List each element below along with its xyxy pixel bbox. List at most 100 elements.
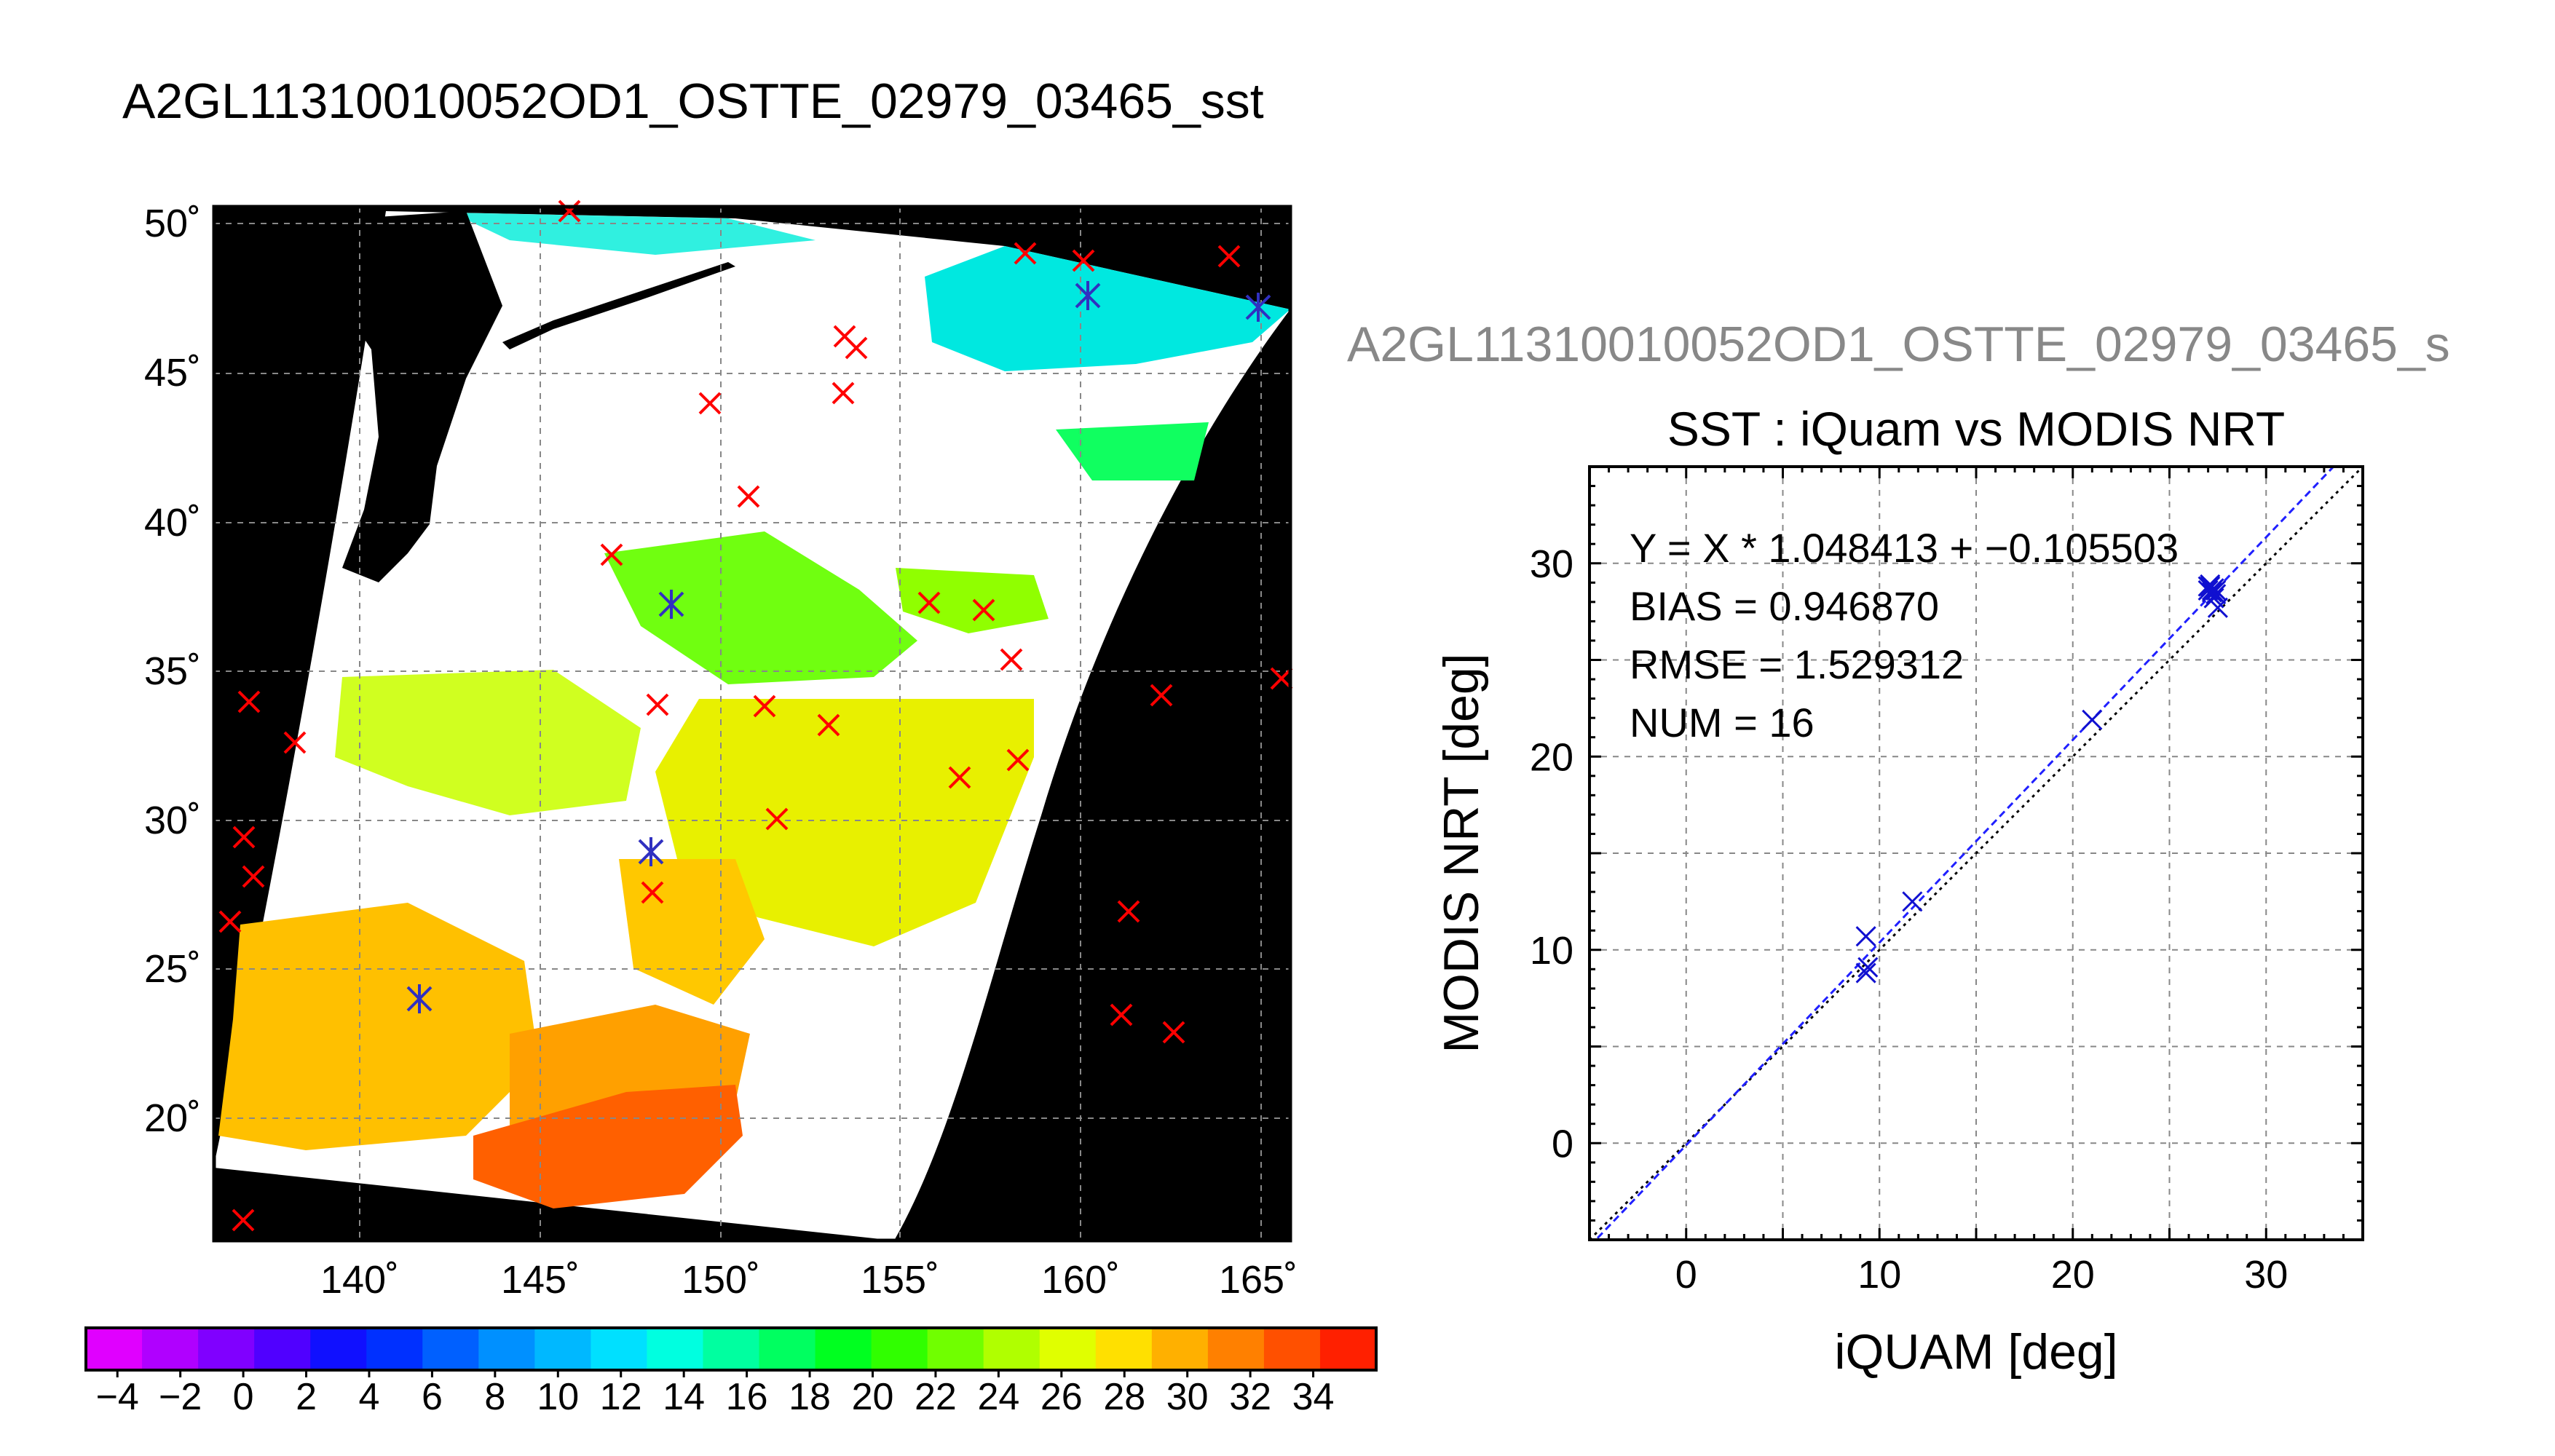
colorbar-label: 20 bbox=[852, 1376, 894, 1418]
matchup-marker bbox=[232, 1208, 255, 1232]
map-grid bbox=[214, 207, 1290, 1241]
colorbar-swatch bbox=[366, 1328, 423, 1370]
colorbar-frame bbox=[84, 1326, 1378, 1372]
lon-label: 140˚ bbox=[320, 1258, 399, 1302]
lat-label: 30˚ bbox=[144, 799, 201, 842]
colorbar-label: 14 bbox=[663, 1376, 705, 1418]
colorbar-label: 4 bbox=[359, 1376, 380, 1418]
matchup-marker bbox=[283, 731, 307, 754]
colorbar-label: 24 bbox=[977, 1376, 1019, 1418]
lat-label: 35˚ bbox=[144, 649, 201, 693]
scatter-point bbox=[2201, 582, 2222, 603]
map-lon-labels: 140˚ 145˚ 150˚ 155˚ 160˚ 165˚ bbox=[320, 1258, 1298, 1302]
sst-region-yellowgreen-west bbox=[335, 670, 641, 815]
colorbar-swatch bbox=[1207, 1328, 1265, 1370]
annotation-num: NUM = 16 bbox=[1630, 700, 1814, 745]
sst-region-green-north bbox=[1056, 422, 1209, 480]
colorbar-swatch bbox=[871, 1328, 928, 1370]
sst-region-green-mid bbox=[604, 531, 917, 684]
matchup-marker bbox=[242, 865, 265, 888]
colorbar-swatch bbox=[815, 1328, 872, 1370]
x-tick-label: 20 bbox=[2051, 1253, 2095, 1297]
sst-region-yellow-east bbox=[655, 699, 1034, 946]
land-kuril bbox=[502, 262, 735, 349]
colorbar-label: 28 bbox=[1103, 1376, 1145, 1418]
matchup-marker bbox=[1117, 900, 1140, 923]
matchup-star-marker bbox=[1245, 293, 1271, 322]
y-axis-label: MODIS NRT [deg] bbox=[1434, 653, 1489, 1053]
matchup-marker bbox=[1162, 1021, 1185, 1044]
y-tick-label: 0 bbox=[1552, 1122, 1573, 1166]
main-title: A2GL11310010052OD1_OSTTE_02979_03465_sst bbox=[122, 74, 1264, 129]
matchup-star-marker bbox=[638, 837, 664, 866]
matchup-marker bbox=[558, 199, 581, 223]
matchup-marker bbox=[1270, 667, 1293, 690]
colorbar-swatches bbox=[86, 1328, 1377, 1370]
x-axis-label: iQUAM [deg] bbox=[1834, 1324, 2117, 1380]
scatter-point bbox=[1902, 891, 1923, 912]
matchup-marker bbox=[1006, 748, 1030, 772]
land-japan bbox=[342, 211, 502, 582]
matchup-marker bbox=[698, 392, 722, 415]
matchup-marker bbox=[646, 693, 669, 716]
colorbar-label: 30 bbox=[1166, 1376, 1209, 1418]
regression-fit-line bbox=[1594, 467, 2335, 1240]
colorbar-swatch bbox=[534, 1328, 591, 1370]
colorbar-swatch bbox=[422, 1328, 479, 1370]
x-tick-label: 30 bbox=[2244, 1253, 2288, 1297]
map-frame bbox=[212, 205, 1292, 1243]
colorbar-label: 0 bbox=[233, 1376, 254, 1418]
annotation-fit-equation: Y = X * 1.048413 + −0.105503 bbox=[1630, 525, 2179, 571]
matchup-marker bbox=[737, 485, 760, 508]
matchup-star-marker bbox=[406, 984, 433, 1013]
colorbar-swatch bbox=[1263, 1328, 1321, 1370]
secondary-title: A2GL11310010052OD1_OSTTE_02979_03465_s bbox=[1347, 317, 2450, 372]
colorbar-label: −2 bbox=[159, 1376, 202, 1418]
matchup-marker bbox=[600, 543, 623, 566]
x-tick-label: 0 bbox=[1675, 1253, 1697, 1297]
y-tick-label: 10 bbox=[1530, 929, 1573, 973]
matchup-marker bbox=[237, 690, 261, 713]
scatter-point bbox=[2082, 709, 2103, 730]
scatter-grid bbox=[1590, 467, 2363, 1240]
colorbar-swatch bbox=[1319, 1328, 1377, 1370]
scatter-points bbox=[1855, 574, 2228, 984]
lat-label: 20˚ bbox=[144, 1096, 201, 1140]
lon-label: 155˚ bbox=[861, 1258, 939, 1302]
matchup-marker bbox=[218, 910, 242, 933]
matchup-marker bbox=[765, 807, 789, 831]
matchup-marker bbox=[1014, 242, 1037, 265]
matchup-star-marker bbox=[658, 590, 684, 619]
sst-region-green-east bbox=[896, 568, 1049, 633]
colorbar-label: 6 bbox=[422, 1376, 443, 1418]
scatter-point bbox=[1855, 962, 1876, 984]
matchup-marker bbox=[972, 598, 995, 622]
matchup-marker bbox=[641, 881, 664, 904]
matchup-star-marker bbox=[1075, 281, 1101, 310]
colorbar-swatch bbox=[647, 1328, 703, 1370]
colorbar-swatch bbox=[1151, 1328, 1209, 1370]
matchup-marker bbox=[1217, 245, 1241, 268]
scatter-point bbox=[1855, 926, 1876, 947]
scatter-frame bbox=[1588, 465, 2364, 1241]
lat-label: 25˚ bbox=[144, 947, 201, 991]
lon-label: 165˚ bbox=[1219, 1258, 1298, 1302]
matchup-marker bbox=[917, 591, 941, 614]
matchup-marker bbox=[845, 336, 868, 360]
colorbar-swatch bbox=[759, 1328, 816, 1370]
lat-label: 45˚ bbox=[144, 351, 201, 395]
colorbar-label: 26 bbox=[1040, 1376, 1083, 1418]
lon-label: 145˚ bbox=[501, 1258, 580, 1302]
lon-label: 150˚ bbox=[682, 1258, 760, 1302]
colorbar-labels: −4 −2 0 2 4 6 8 10 12 14 16 18 20 22 24 26 28 30 32 34 bbox=[96, 1370, 1334, 1418]
scatter-point bbox=[2205, 579, 2227, 601]
colorbar-label: 2 bbox=[296, 1376, 317, 1418]
matchup-marker bbox=[832, 381, 855, 405]
scatter-point bbox=[2203, 587, 2224, 609]
colorbar-swatch bbox=[254, 1328, 311, 1370]
colorbar: −4 −2 0 2 4 6 8 10 12 14 16 18 20 22 24 26 28 30 32 34 bbox=[84, 1326, 1378, 1418]
lat-label: 40˚ bbox=[144, 501, 201, 545]
map-lat-labels: 50˚ 45˚ 40˚ 35˚ 30˚ 25˚ 20˚ bbox=[144, 202, 201, 1140]
colorbar-swatch bbox=[983, 1328, 1040, 1370]
